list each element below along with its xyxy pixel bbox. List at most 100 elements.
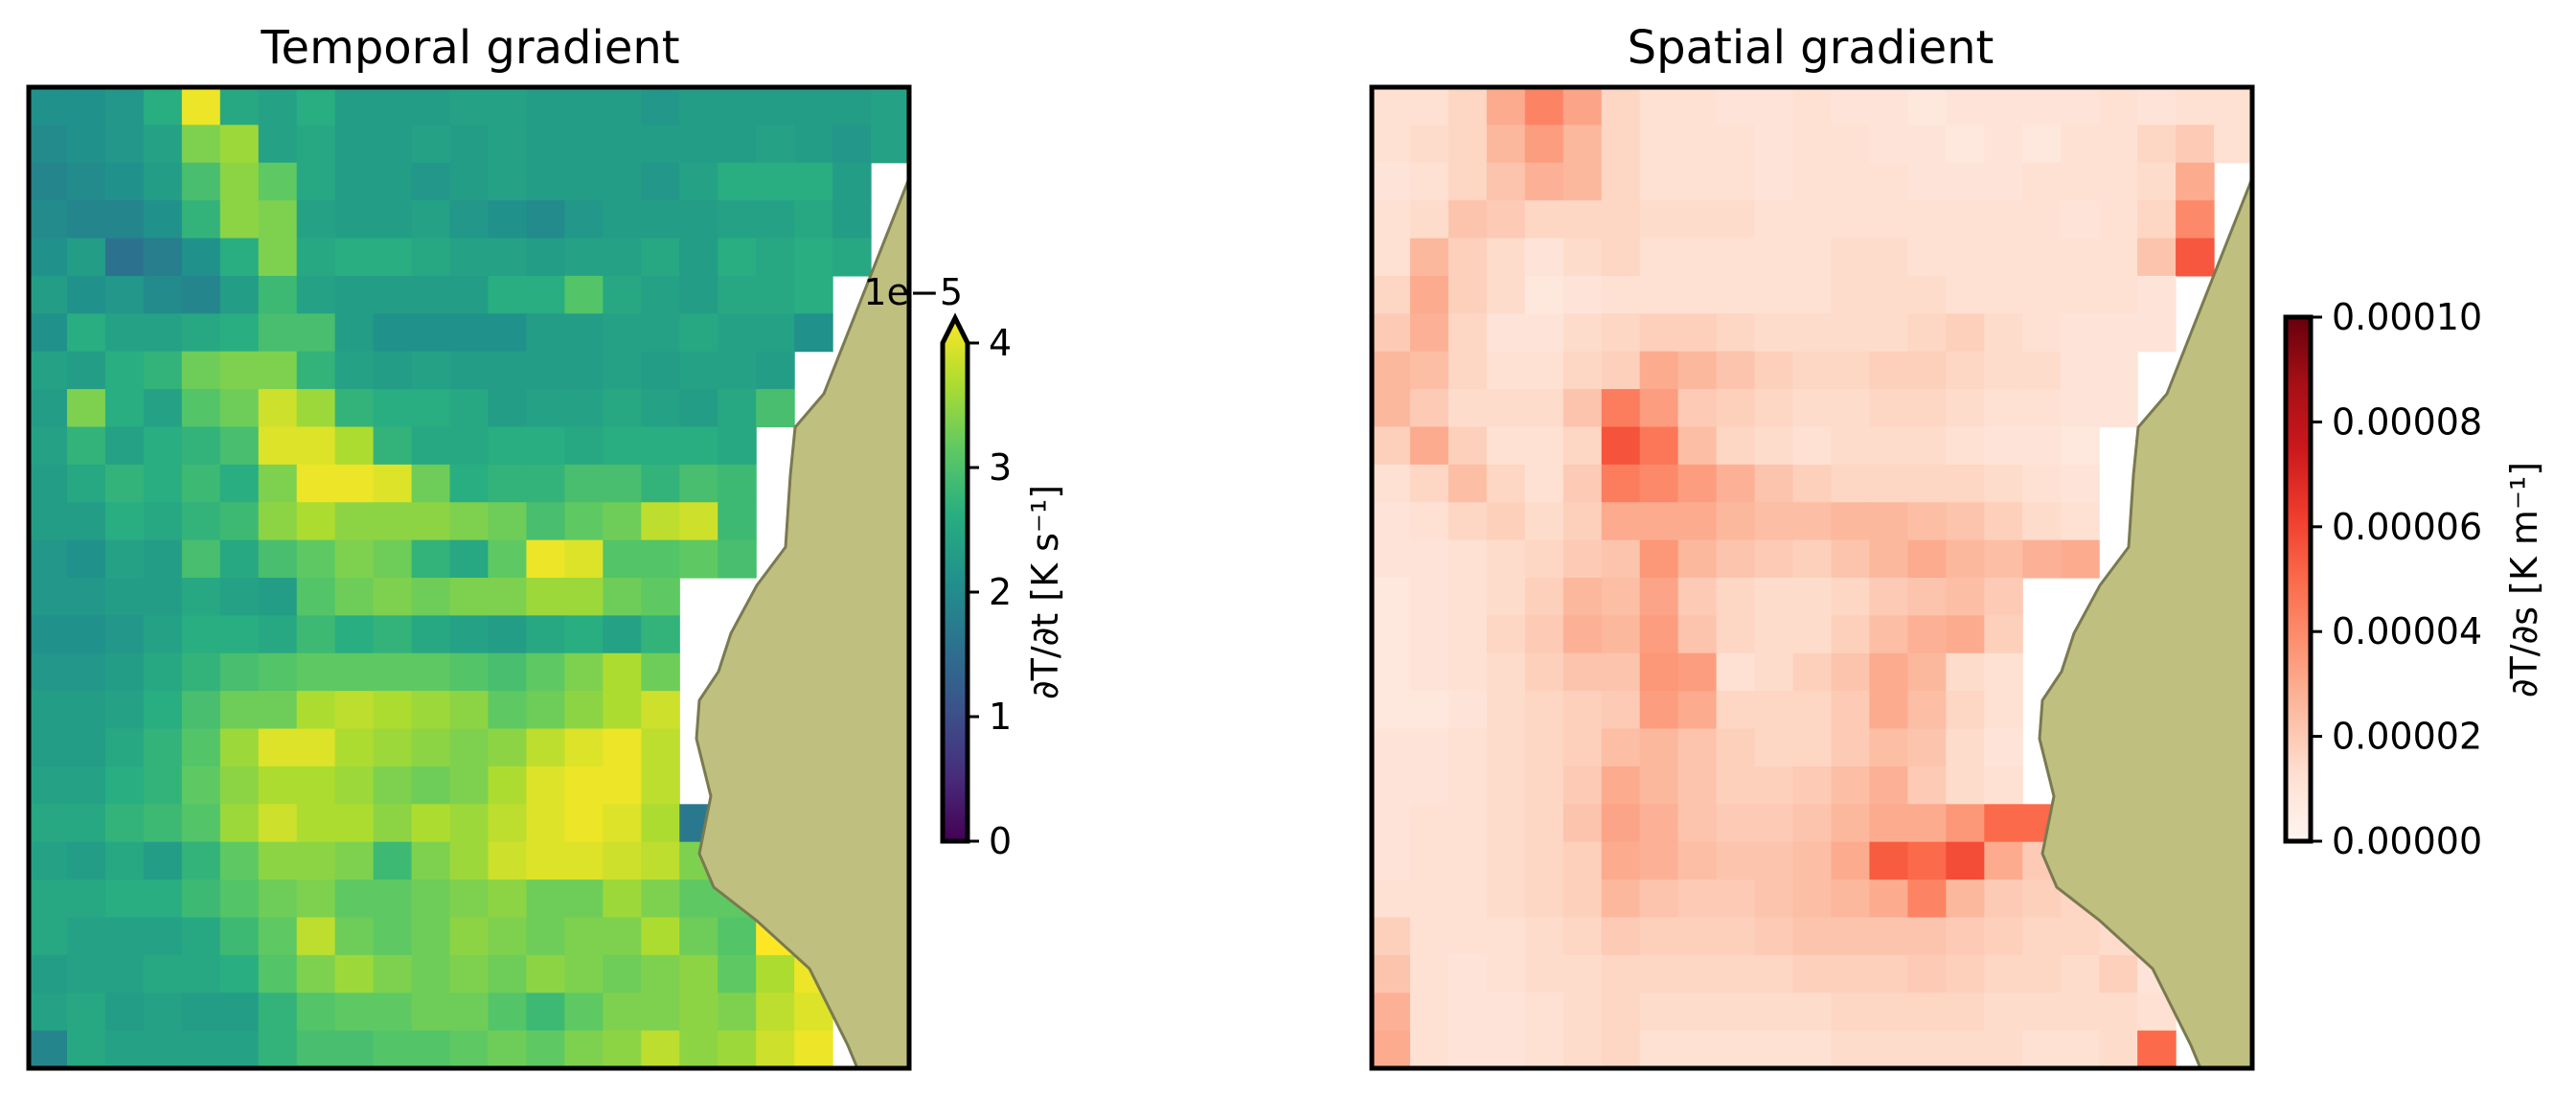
heatmap-cell: [219, 426, 260, 466]
heatmap-cell: [526, 426, 565, 466]
heatmap-cell: [1524, 426, 1564, 466]
heatmap-cell: [181, 766, 221, 805]
heatmap-cell: [526, 841, 565, 880]
heatmap-cell: [2137, 162, 2177, 201]
heatmap-cell: [1372, 841, 1411, 880]
heatmap-cell: [603, 238, 642, 277]
heatmap-cell: [488, 125, 528, 164]
heatmap-cell: [1677, 652, 1718, 692]
heatmap-cell: [2061, 200, 2100, 240]
heatmap-cell: [258, 691, 298, 730]
heatmap-cell: [1486, 87, 1526, 126]
heatmap-cell: [258, 728, 298, 767]
heatmap-cell: [488, 652, 528, 692]
heatmap-cell: [603, 728, 642, 767]
heatmap-cell: [1409, 880, 1449, 919]
heatmap-cell: [1639, 200, 1679, 240]
heatmap-cell: [2099, 200, 2138, 240]
heatmap-cell: [1524, 691, 1564, 730]
heatmap-cell: [1754, 728, 1794, 767]
heatmap-cell: [718, 954, 757, 994]
heatmap-cell: [29, 841, 68, 880]
heatmap-cell: [1409, 275, 1449, 314]
heatmap-cell: [1409, 464, 1449, 503]
heatmap-cell: [1984, 426, 2023, 466]
heatmap-cell: [1946, 162, 1985, 201]
heatmap-cell: [1754, 502, 1794, 541]
heatmap-cell: [1716, 841, 1756, 880]
heatmap-cell: [603, 917, 642, 956]
heatmap-cell: [143, 804, 183, 843]
heatmap-cell: [603, 162, 642, 201]
heatmap-cell: [526, 880, 565, 919]
heatmap-cell: [1869, 993, 1908, 1032]
heatmap-cell: [449, 917, 490, 956]
spatial-colorbar-ticks: 0.00000 0.00002 0.00004 0.00006 0.00008 0.000…: [2311, 296, 2482, 862]
heatmap-cell: [449, 125, 490, 164]
heatmap-cell: [756, 275, 795, 314]
heatmap-cell: [1907, 578, 1947, 616]
heatmap-cell: [1409, 125, 1449, 164]
heatmap-cell: [1984, 162, 2023, 201]
heatmap-cell: [564, 502, 604, 541]
heatmap-cell: [373, 539, 413, 579]
heatmap-cell: [334, 539, 375, 579]
heatmap-cell: [29, 1030, 68, 1069]
heatmap-cell: [1716, 880, 1756, 919]
heatmap-cell: [1448, 652, 1488, 692]
heatmap-cell: [1562, 87, 1603, 126]
heatmap-cell: [526, 615, 565, 654]
heatmap-cell: [104, 313, 145, 353]
heatmap-cell: [1562, 351, 1603, 390]
heatmap-cell: [334, 275, 375, 314]
heatmap-cell: [1716, 766, 1756, 805]
heatmap-cell: [564, 162, 604, 201]
heatmap-cell: [258, 841, 298, 880]
heatmap-cell: [1448, 351, 1488, 390]
heatmap-cell: [1716, 728, 1756, 767]
heatmap-cell: [1409, 426, 1449, 466]
heatmap-cell: [1486, 200, 1526, 240]
heatmap-cell: [488, 162, 528, 201]
heatmap-cell: [1869, 917, 1908, 956]
heatmap-cell: [1448, 426, 1488, 466]
heatmap-cell: [1562, 917, 1603, 956]
heatmap-cell: [1792, 502, 1833, 541]
heatmap-cell: [1639, 766, 1679, 805]
heatmap-cell: [449, 539, 490, 579]
heatmap-cell: [29, 275, 68, 314]
heatmap-cell: [1677, 993, 1718, 1032]
heatmap-cell: [258, 502, 298, 541]
heatmap-cell: [219, 162, 260, 201]
heatmap-cell: [2022, 1030, 2062, 1069]
heatmap-cell: [1448, 880, 1488, 919]
heatmap-cell: [679, 502, 718, 541]
heatmap-cell: [181, 313, 221, 353]
heatmap-cell: [143, 162, 183, 201]
heatmap-cell: [104, 1030, 145, 1069]
heatmap-cell: [449, 615, 490, 654]
heatmap-cell: [679, 464, 718, 503]
heatmap-cell: [1448, 578, 1488, 616]
heatmap-cell: [641, 728, 680, 767]
heatmap-cell: [104, 766, 145, 805]
heatmap-cell: [1486, 917, 1526, 956]
heatmap-cell: [29, 389, 68, 428]
heatmap-cell: [526, 578, 565, 616]
heatmap-cell: [258, 351, 298, 390]
heatmap-cell: [143, 464, 183, 503]
heatmap-cell: [1946, 804, 1985, 843]
heatmap-cell: [1754, 200, 1794, 240]
heatmap-cell: [219, 275, 260, 314]
heatmap-cell: [1372, 880, 1411, 919]
heatmap-cell: [1831, 578, 1871, 616]
heatmap-cell: [258, 804, 298, 843]
heatmap-cell: [794, 87, 833, 126]
heatmap-cell: [526, 200, 565, 240]
heatmap-cell: [411, 87, 451, 126]
heatmap-cell: [1907, 313, 1947, 353]
heatmap-cell: [564, 578, 604, 616]
heatmap-cell: [2022, 917, 2062, 956]
heatmap-cell: [488, 804, 528, 843]
heatmap-cell: [334, 87, 375, 126]
